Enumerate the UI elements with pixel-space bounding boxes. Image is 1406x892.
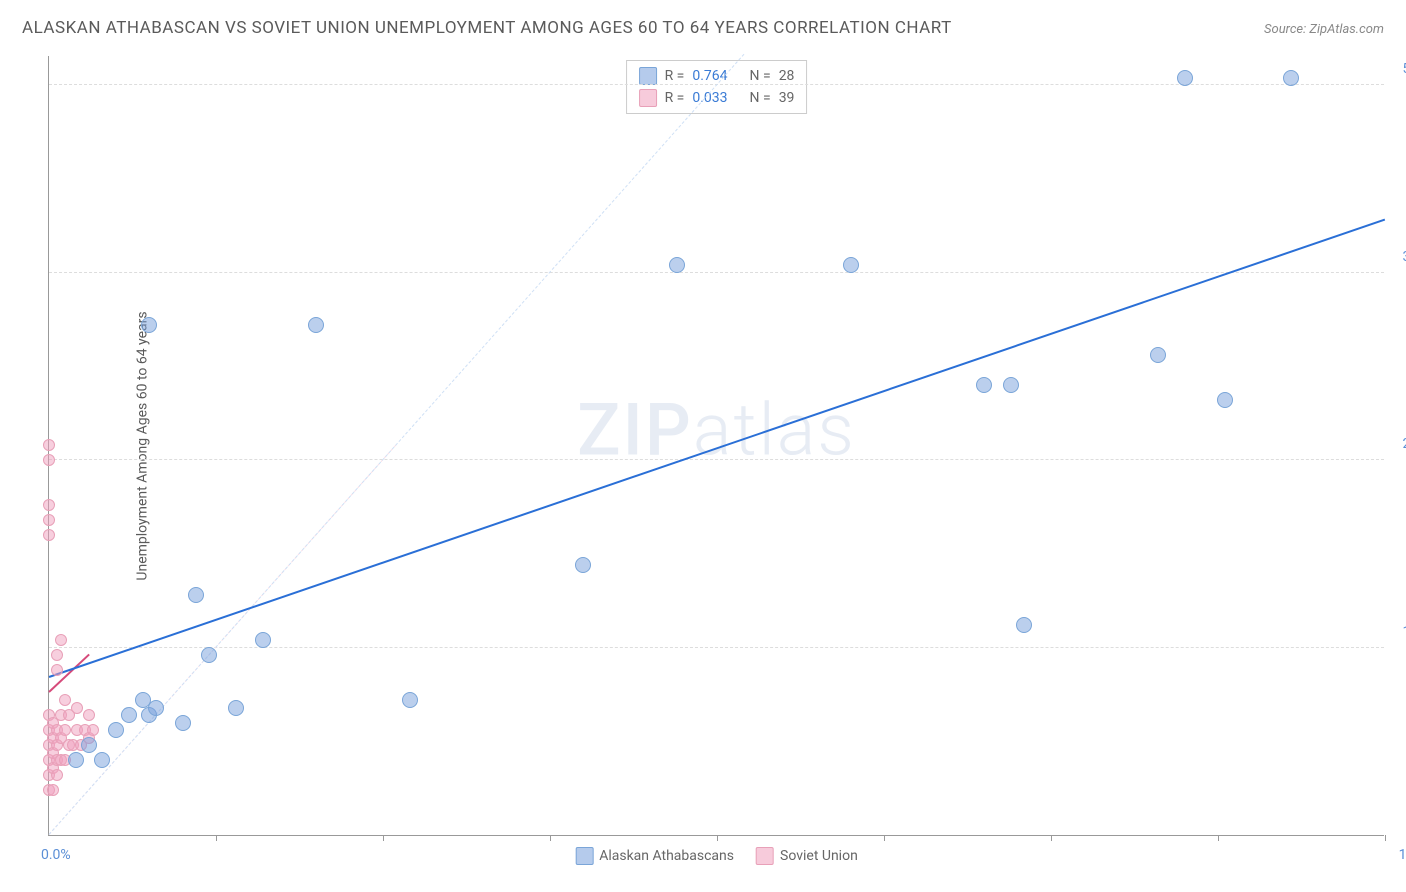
swatch-pink-icon	[639, 89, 657, 107]
x-tick	[884, 835, 885, 841]
x-tick	[216, 835, 217, 841]
data-point	[402, 692, 418, 708]
data-point	[575, 557, 591, 573]
data-point	[83, 709, 95, 721]
legend-label-pink: Soviet Union	[780, 848, 858, 864]
data-point	[228, 700, 244, 716]
data-point	[976, 377, 992, 393]
r-label: R =	[665, 90, 685, 106]
data-point	[51, 649, 63, 661]
data-point	[121, 707, 137, 723]
y-tick-label: 25.0%	[1402, 436, 1406, 452]
data-point	[148, 700, 164, 716]
data-point	[47, 784, 59, 796]
n-value-blue: 28	[779, 68, 795, 84]
data-point	[1016, 617, 1032, 633]
data-point	[43, 454, 55, 466]
swatch-blue-icon	[639, 67, 657, 85]
data-point	[1150, 347, 1166, 363]
y-tick-label: 50.0%	[1402, 61, 1406, 77]
data-point	[1217, 392, 1233, 408]
x-tick	[1218, 835, 1219, 841]
data-point	[175, 715, 191, 731]
data-point	[43, 499, 55, 511]
n-value-pink: 39	[779, 90, 795, 106]
x-tick	[717, 835, 718, 841]
data-point	[68, 752, 84, 768]
x-tick	[1051, 835, 1052, 841]
x-tick	[550, 835, 551, 841]
n-label: N =	[750, 68, 771, 84]
data-point	[43, 514, 55, 526]
data-point	[43, 529, 55, 541]
data-point	[59, 724, 71, 736]
r-label: R =	[665, 68, 685, 84]
chart-title: ALASKAN ATHABASCAN VS SOVIET UNION UNEMP…	[22, 18, 952, 38]
data-point	[51, 769, 63, 781]
legend-label-blue: Alaskan Athabascans	[599, 848, 734, 864]
gridline	[49, 272, 1384, 273]
swatch-blue-icon	[575, 847, 593, 865]
data-point	[669, 257, 685, 273]
data-point	[94, 752, 110, 768]
data-point	[108, 722, 124, 738]
gridline	[49, 459, 1384, 460]
data-point	[1177, 70, 1193, 86]
y-tick-label: 12.5%	[1402, 624, 1406, 640]
data-point	[87, 724, 99, 736]
data-point	[43, 439, 55, 451]
trend-line	[49, 218, 1386, 677]
data-point	[1283, 70, 1299, 86]
data-point	[188, 587, 204, 603]
data-point	[255, 632, 271, 648]
data-point	[59, 694, 71, 706]
legend-item-blue: Alaskan Athabascans	[575, 847, 734, 865]
n-label: N =	[750, 90, 771, 106]
swatch-pink-icon	[756, 847, 774, 865]
x-min-label: 0.0%	[41, 847, 71, 863]
data-point	[843, 257, 859, 273]
data-point	[71, 702, 83, 714]
data-point	[55, 634, 67, 646]
data-point	[308, 317, 324, 333]
data-point	[141, 317, 157, 333]
series-legend: Alaskan Athabascans Soviet Union	[575, 847, 858, 865]
data-point	[51, 664, 63, 676]
data-point	[81, 737, 97, 753]
x-tick	[1385, 835, 1386, 841]
y-tick-label: 37.5%	[1402, 249, 1406, 265]
plot-area: ZIPatlas R = 0.764 N = 28 R = 0.033 N = …	[48, 56, 1384, 836]
data-point	[201, 647, 217, 663]
x-tick	[383, 835, 384, 841]
data-point	[1003, 377, 1019, 393]
source-attribution: Source: ZipAtlas.com	[1264, 22, 1384, 37]
legend-item-pink: Soviet Union	[756, 847, 858, 865]
correlation-legend: R = 0.764 N = 28 R = 0.033 N = 39	[626, 60, 808, 114]
gridline	[49, 647, 1384, 648]
legend-row-pink: R = 0.033 N = 39	[639, 87, 795, 109]
x-max-label: 100.0%	[1399, 847, 1406, 863]
